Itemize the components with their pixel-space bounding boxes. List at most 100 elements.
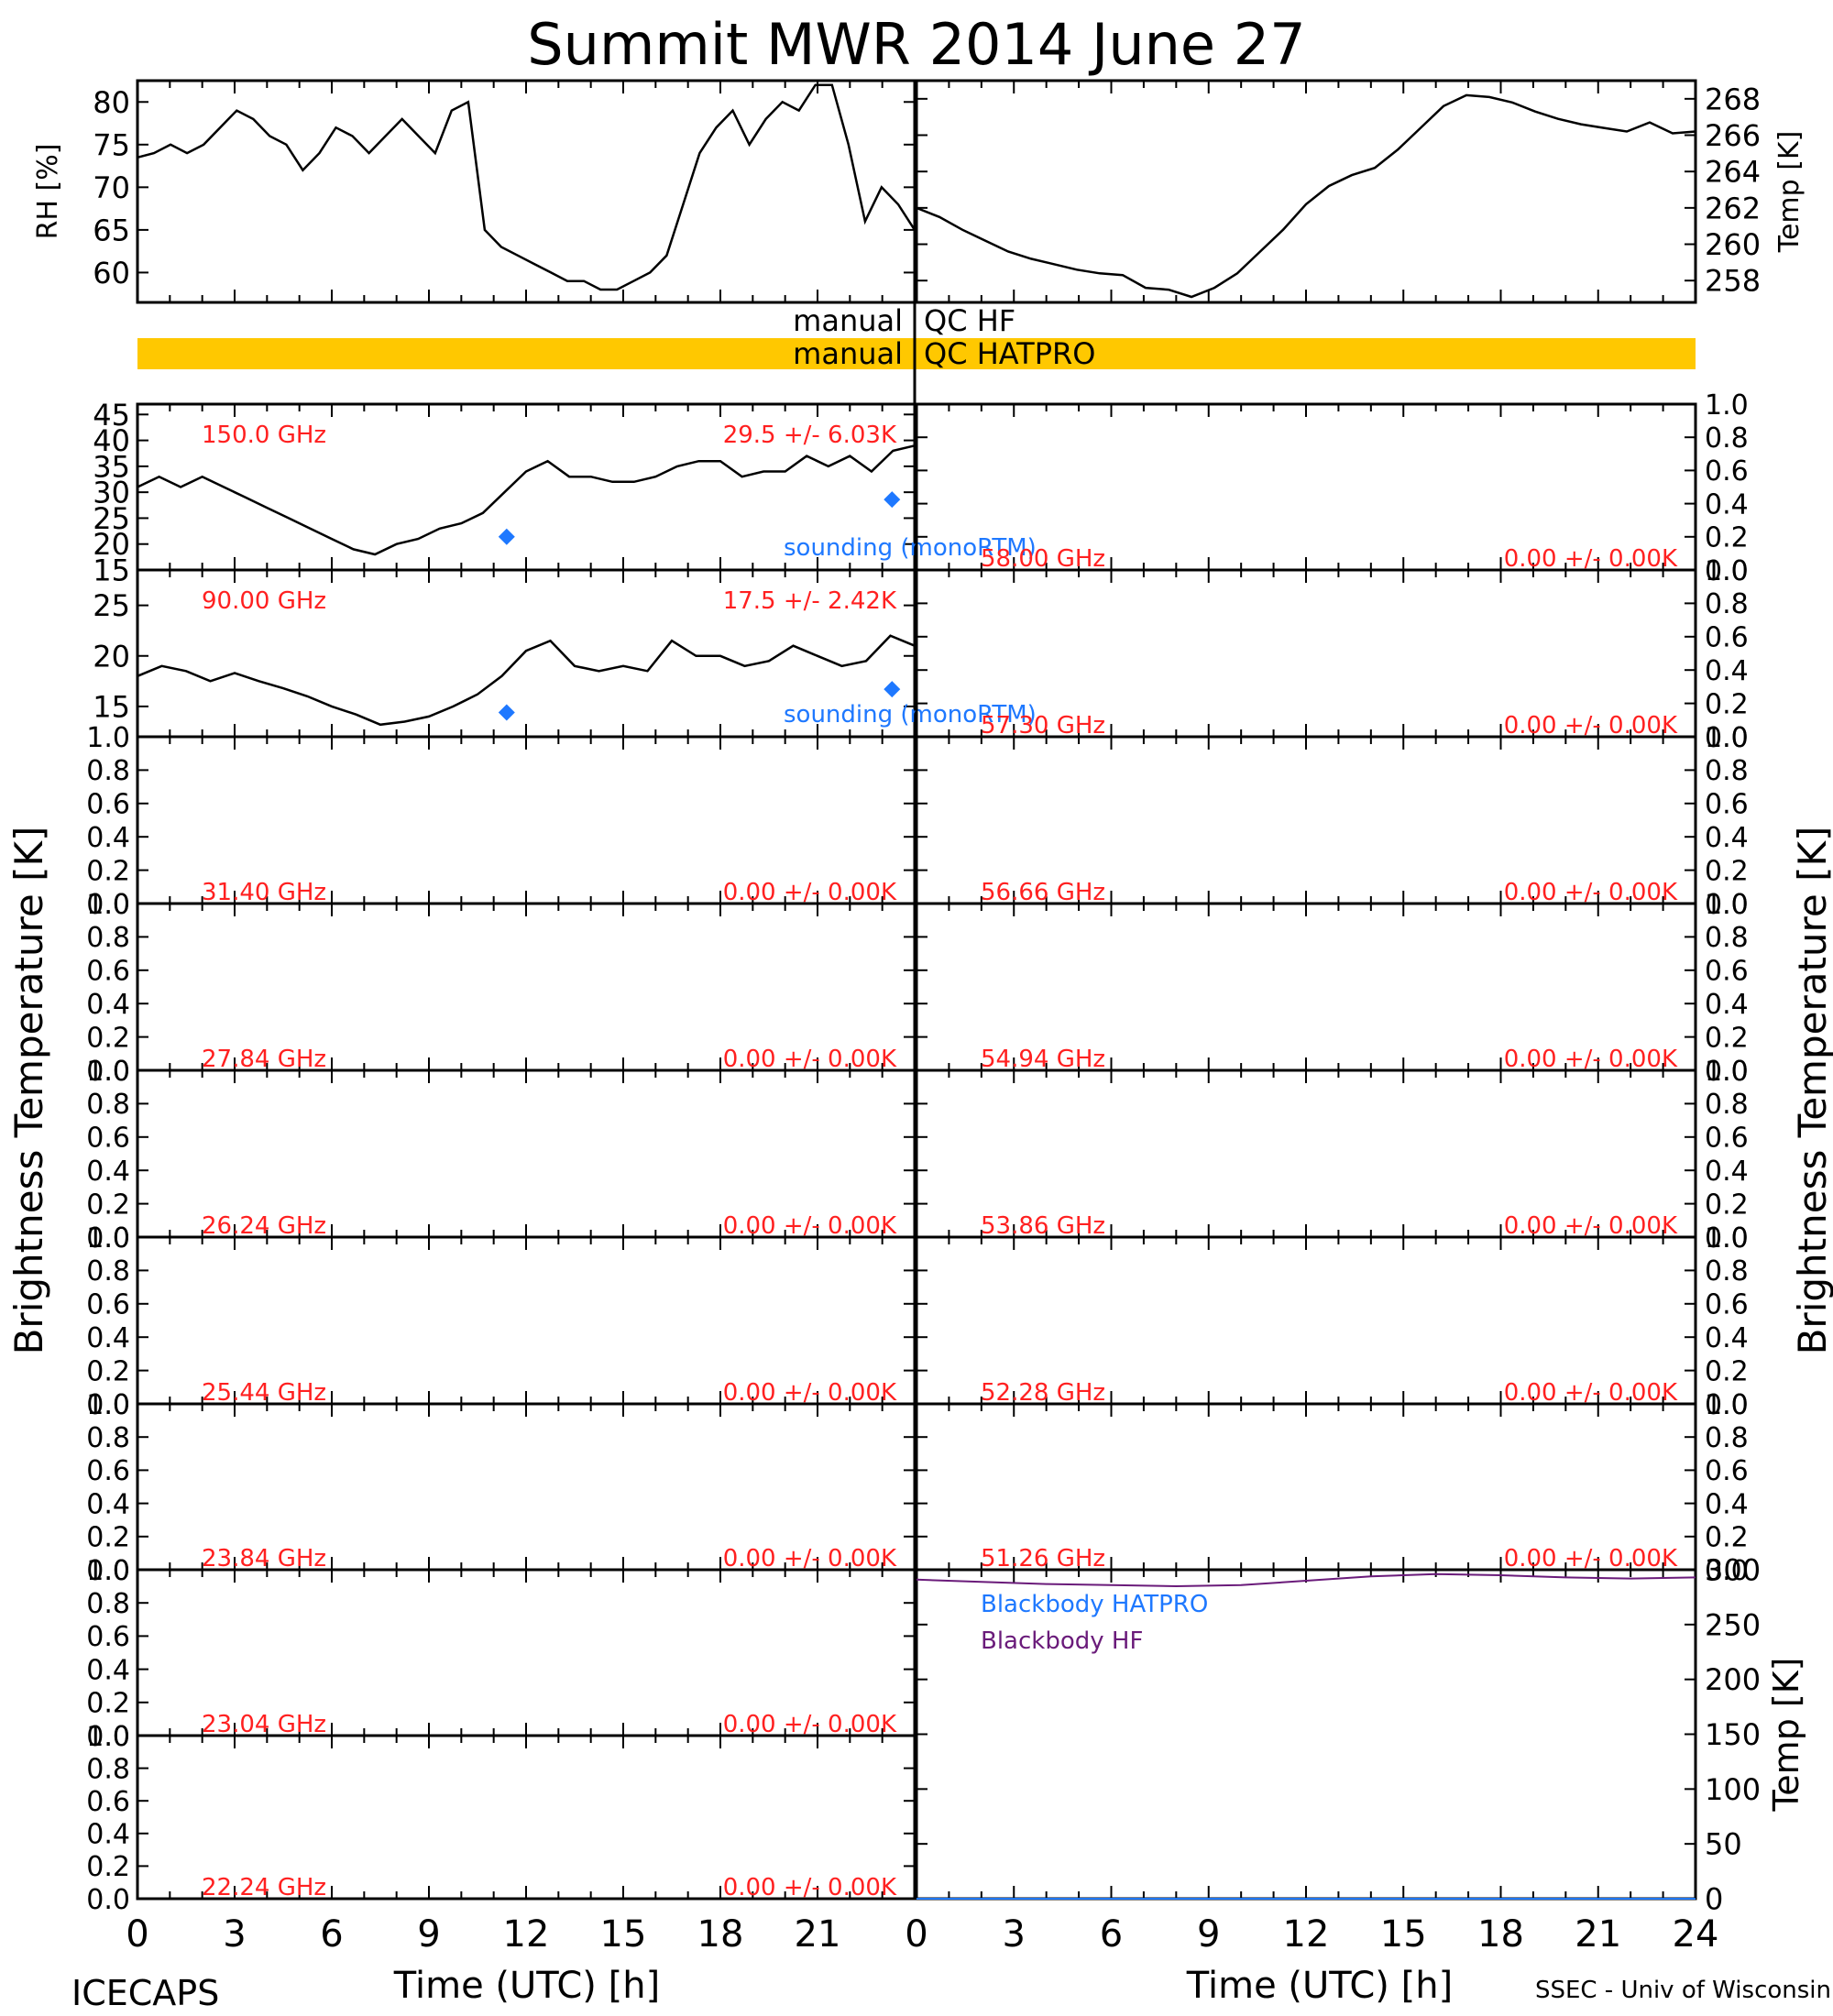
y-tick-label: 0.6 [1705, 1289, 1749, 1321]
series-line [137, 634, 916, 727]
sounding-marker [884, 491, 901, 509]
series-line [137, 83, 916, 291]
y-tick-label: 0.0 [1705, 1389, 1749, 1421]
y-tick-label: 0.0 [86, 1389, 130, 1421]
right-axis-label: Brightness Temperature [K] [1790, 827, 1833, 1355]
y-tick-label: 25 [93, 588, 130, 623]
channel-label: 52.28 GHz [981, 1379, 1105, 1407]
channel-label: 57.30 GHz [981, 712, 1105, 740]
y-tick-label: 0.4 [86, 1819, 130, 1851]
y-tick-label: 0.6 [1705, 455, 1749, 488]
x-axis-label-left: Time (UTC) [h] [393, 1965, 660, 2007]
y-tick-label: 65 [93, 213, 130, 247]
y-tick-label: 25 [93, 501, 130, 536]
series-name-label: sounding (monoRTM) [784, 534, 1037, 562]
series-line [137, 444, 916, 556]
y-tick-label: 0.4 [1705, 989, 1749, 1021]
y-tick-label: 1.0 [86, 1222, 130, 1255]
x-tick-label: 9 [1197, 1913, 1220, 1956]
series-name-label: sounding (monoRTM) [784, 701, 1037, 729]
panel-frame [136, 79, 916, 304]
y-tick-label: 0.0 [1705, 1056, 1749, 1088]
qc-label-left: manual [793, 303, 903, 338]
panel-left-3: 0.00.20.40.60.81.031.40 GHz 0.00 +/- 0.00… [86, 722, 916, 921]
y-tick-label: 0.2 [1705, 1522, 1749, 1554]
y-tick-label: 1.0 [1705, 722, 1749, 754]
y-tick-label: 0.4 [86, 989, 130, 1021]
stats-label: 0.00 +/- 0.00K [1504, 712, 1678, 740]
y-tick-label: 262 [1705, 191, 1761, 225]
y-tick-label: 0.6 [86, 789, 130, 821]
y-tick-label: 70 [93, 170, 130, 205]
panel-left-5: 0.00.20.40.60.81.026.24 GHz 0.00 +/- 0.00… [86, 1056, 916, 1255]
y-tick-label: 0.2 [86, 1688, 130, 1720]
y-tick-label: 100 [1705, 1772, 1761, 1807]
series-line [916, 1572, 1696, 1588]
y-tick-label: 0.8 [86, 1422, 130, 1454]
y-tick-label: 200 [1705, 1662, 1761, 1697]
channel-label: 58.00 GHz [981, 545, 1105, 573]
x-axis-label-right: Time (UTC) [h] [1186, 1965, 1453, 2007]
y-tick-label: 1.0 [86, 1056, 130, 1088]
x-tick-label: 21 [795, 1913, 841, 1956]
y-tick-label: 268 [1705, 82, 1761, 116]
stats-label: 0.00 +/- 0.00K [1504, 1545, 1678, 1572]
channel-label: 53.86 GHz [981, 1212, 1105, 1240]
y-tick-label: 0.8 [86, 1753, 130, 1785]
y-axis-label: Temp [K] [1773, 131, 1806, 254]
channel-label: 56.66 GHz [981, 879, 1105, 906]
y-tick-label: 0.2 [1705, 1022, 1749, 1054]
y-tick-label: 0.2 [86, 1189, 130, 1221]
y-tick-label: 0.2 [1705, 855, 1749, 887]
y-tick-label: 0.8 [86, 922, 130, 954]
y-tick-label: 258 [1705, 264, 1761, 299]
y-tick-label: 0.2 [86, 1355, 130, 1387]
y-tick-label: 0.4 [1705, 1156, 1749, 1188]
y-tick-label: 0.8 [1705, 1089, 1749, 1121]
y-tick-label: 75 [93, 127, 130, 162]
panel-left-7: 0.00.20.40.60.81.023.84 GHz 0.00 +/- 0.00… [86, 1389, 916, 1587]
x-tick-label: 18 [697, 1913, 744, 1956]
panel-right-4: 0.00.20.40.60.81.054.94 GHz 0.00 +/- 0.00… [915, 889, 1749, 1088]
stats-label: 0.00 +/- 0.00K [723, 1379, 897, 1407]
y-tick-label: 0.4 [86, 822, 130, 854]
y-tick-label: 1.0 [1705, 1389, 1749, 1421]
qc-area: manual QC HF manual QC HATPRO [137, 303, 1696, 371]
y-tick-label: 0.4 [1705, 488, 1749, 520]
y-tick-label: 0.8 [1705, 1255, 1749, 1287]
y-tick-label: 0.0 [86, 889, 130, 921]
series-name-label: Blackbody HF [981, 1627, 1143, 1655]
stats-label: 29.5 +/- 6.03K [723, 422, 897, 449]
y-tick-label: 1.0 [1705, 1056, 1749, 1088]
x-tick-label: 12 [1283, 1913, 1330, 1956]
y-tick-label: 0.0 [1705, 555, 1749, 587]
stats-label: 0.00 +/- 0.00K [723, 1711, 897, 1738]
footer-left: ICECAPS [71, 1973, 219, 2013]
y-tick-label: 60 [93, 256, 130, 290]
stats-label: 0.00 +/- 0.00K [1504, 1212, 1678, 1240]
y-tick-label: 266 [1705, 118, 1761, 153]
y-axis-label: Temp [K] [1766, 1658, 1806, 1813]
channel-label: 25.44 GHz [202, 1379, 326, 1407]
y-tick-label: 1.0 [86, 722, 130, 754]
channel-label: 150.0 GHz [202, 422, 326, 449]
y-tick-label: 15 [93, 553, 130, 588]
stats-label: 0.00 +/- 0.00K [723, 1874, 897, 1901]
x-tick-label: 3 [223, 1913, 246, 1956]
y-tick-label: 0.6 [86, 956, 130, 988]
stats-label: 0.00 +/- 0.00K [1504, 879, 1678, 906]
y-tick-label: 0.4 [1705, 822, 1749, 854]
panel-right-7: 0.00.20.40.60.81.051.26 GHz 0.00 +/- 0.00… [915, 1389, 1749, 1587]
x-tick-label: 6 [320, 1913, 343, 1956]
qc-label-left: manual [793, 336, 903, 371]
figure-title: Summit MWR 2014 June 27 [527, 11, 1305, 78]
panel-frame [915, 79, 1697, 304]
y-tick-label: 0.4 [86, 1654, 130, 1686]
x-tick-label: 0 [905, 1913, 927, 1956]
panel-right-2: 0.00.20.40.60.81.057.30 GHz 0.00 +/- 0.00… [915, 555, 1749, 754]
panel-right-5: 0.00.20.40.60.81.053.86 GHz 0.00 +/- 0.00… [915, 1056, 1749, 1255]
